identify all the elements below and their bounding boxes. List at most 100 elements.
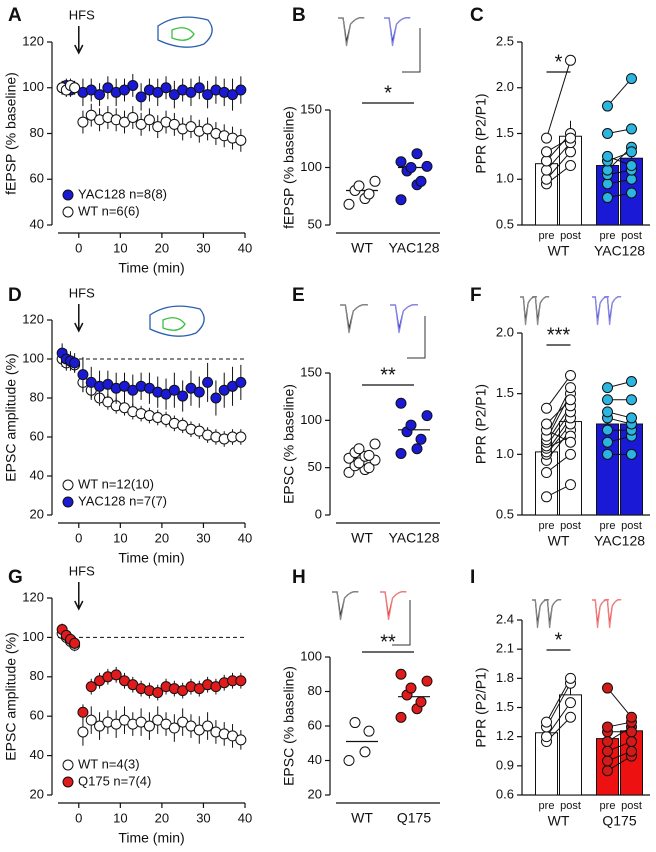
x-tick-label: YAC128 <box>388 240 439 256</box>
brain-icon <box>157 16 213 48</box>
data-point <box>395 668 407 680</box>
data-point <box>395 194 407 206</box>
data-point <box>168 384 180 396</box>
condition-label: post <box>560 230 581 242</box>
data-point <box>395 447 407 459</box>
data-point <box>415 433 427 445</box>
data-point <box>626 73 637 85</box>
data-point <box>541 164 552 176</box>
y-tick-label: 40 <box>308 752 322 767</box>
data-point <box>602 755 613 767</box>
y-tick-label: 0.9 <box>496 757 514 772</box>
data-point <box>405 682 417 694</box>
data-point <box>626 745 637 757</box>
legend-label: YAC128 n=8(8) <box>78 186 167 201</box>
legend-marker <box>62 776 74 788</box>
condition-label: pre <box>539 800 555 812</box>
condition-label: pre <box>600 520 616 532</box>
pair-line <box>546 142 571 171</box>
data-point <box>415 696 427 708</box>
y-tick-label: 60 <box>308 717 322 732</box>
trace-inset <box>390 304 418 330</box>
x-tick-label: 10 <box>113 810 127 825</box>
data-point <box>235 376 247 388</box>
condition-label: post <box>621 800 642 812</box>
legend-marker <box>62 496 74 508</box>
legend-label: Q175 n=7(4) <box>78 773 151 788</box>
data-point <box>626 412 637 424</box>
x-tick-label: 30 <box>196 810 210 825</box>
data-point <box>541 173 552 185</box>
data-point <box>602 424 613 436</box>
legend-label: WT n=6(6) <box>78 203 140 218</box>
pair-line <box>546 151 571 180</box>
y-tick-label: 80 <box>30 125 44 140</box>
scale-bar <box>402 28 421 73</box>
significance-label: ** <box>380 364 396 386</box>
data-point <box>541 731 552 743</box>
pair-line <box>546 375 571 409</box>
data-point <box>626 711 637 723</box>
x-tick-label: 20 <box>155 240 169 255</box>
data-point <box>127 111 139 123</box>
trace-inset <box>384 17 411 43</box>
arrow <box>74 26 84 55</box>
data-point <box>395 397 407 409</box>
data-point <box>626 376 637 388</box>
y-tick-label: 0.5 <box>496 216 514 231</box>
data-point <box>602 164 613 176</box>
x-tick-label: 0 <box>75 810 82 825</box>
data-point <box>363 462 375 474</box>
x-tick-label: WT <box>351 530 373 546</box>
data-point <box>85 714 97 726</box>
trace-inset <box>532 599 550 625</box>
panel-label: B <box>292 5 306 26</box>
data-point <box>565 146 576 158</box>
data-point <box>143 720 155 732</box>
y-tick-label: 150 <box>300 101 322 116</box>
y-tick-label: 1.2 <box>496 728 514 743</box>
data-point <box>602 736 613 748</box>
data-point <box>415 175 427 187</box>
trace-inset <box>604 296 622 326</box>
panel-label: A <box>8 5 22 26</box>
data-point <box>411 148 423 160</box>
y-axis-label: EPSC (% baseline) <box>281 384 297 504</box>
data-point <box>202 376 214 388</box>
trace-inset <box>544 599 562 625</box>
data-point <box>168 722 180 734</box>
x-tick-label: 30 <box>196 530 210 545</box>
data-point <box>602 721 613 733</box>
y-tick-label: 2.5 <box>496 33 514 48</box>
legend-label: WT n=4(3) <box>78 756 140 771</box>
data-point <box>395 711 407 723</box>
y-tick-label: 100 <box>300 159 322 174</box>
data-point <box>565 132 576 144</box>
data-point <box>541 402 552 414</box>
data-point <box>202 123 214 135</box>
y-tick-label: 80 <box>30 389 44 404</box>
data-point <box>565 369 576 381</box>
trace-inset <box>332 591 359 621</box>
data-point <box>160 82 172 94</box>
y-tick-label: 40 <box>30 216 44 231</box>
x-axis-label: Time (min) <box>118 830 184 846</box>
significance-label: * <box>555 51 563 73</box>
y-tick-label: 100 <box>300 648 322 663</box>
data-point <box>110 669 122 681</box>
data-point <box>202 720 214 732</box>
y-tick-label: 1.8 <box>496 670 514 685</box>
y-tick-label: 0.5 <box>496 506 514 521</box>
y-tick-label: 80 <box>30 668 44 683</box>
condition-label: pre <box>539 520 555 532</box>
data-point <box>565 54 576 66</box>
data-point <box>565 711 576 723</box>
trace-inset <box>592 599 610 629</box>
legend-label: WT n=12(10) <box>78 476 154 491</box>
trace-inset <box>592 296 610 326</box>
trace-inset <box>520 296 538 326</box>
y-tick-label: 120 <box>22 589 44 604</box>
data-point <box>235 675 247 687</box>
panel-label: I <box>470 567 475 588</box>
